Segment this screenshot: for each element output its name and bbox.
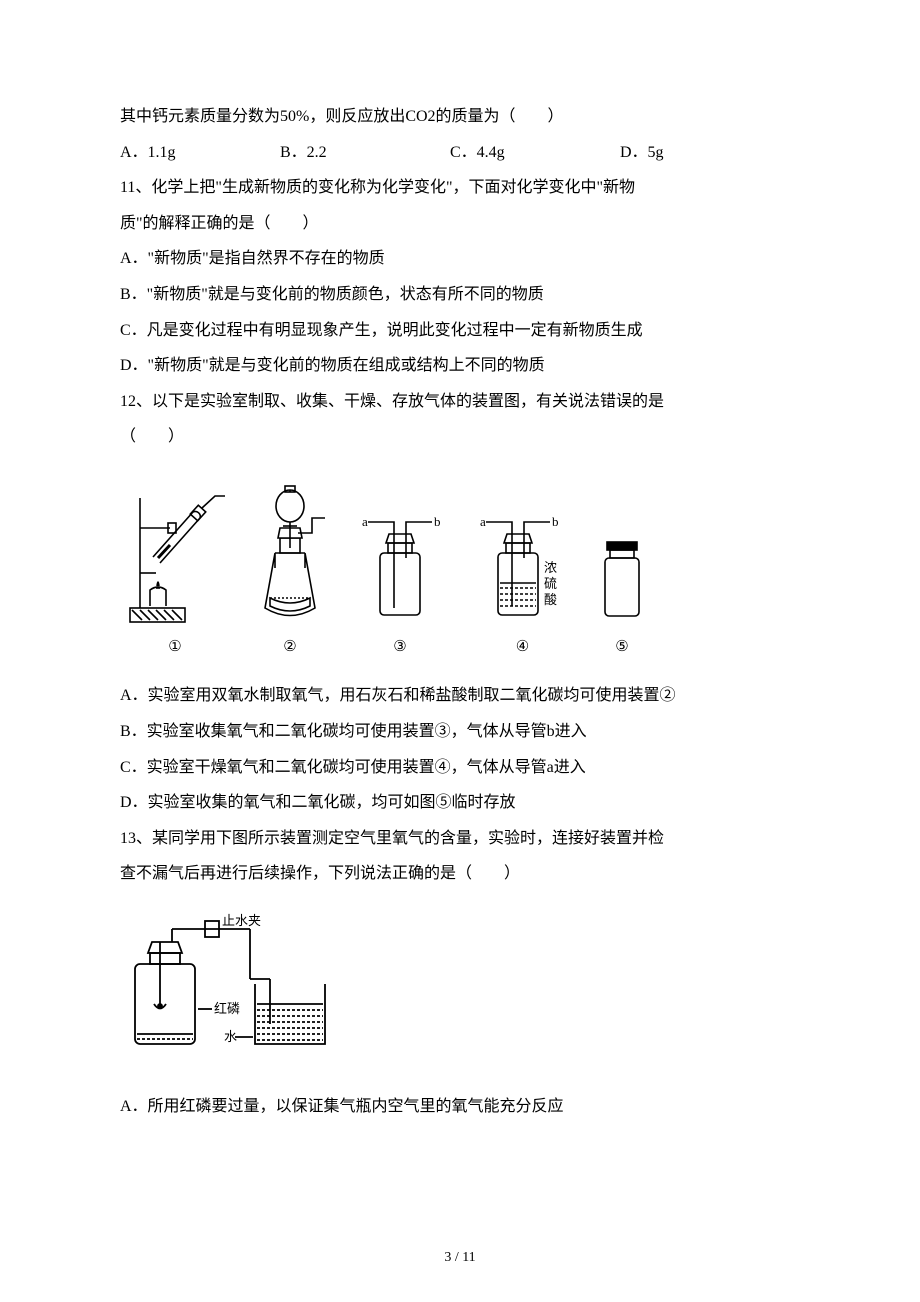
q11-stem-line2: 质"的解释正确的是（ ）	[120, 207, 800, 241]
q13-label-redp: 红磷	[214, 1001, 240, 1016]
q11-option-c: C．凡是变化过程中有明显现象产生，说明此变化过程中一定有新物质生成	[120, 314, 800, 348]
q12-option-d: D．实验室收集的氧气和二氧化碳，均可如图⑤临时存放	[120, 786, 800, 820]
q12-fig3-label-b: b	[434, 514, 441, 529]
q13-diagram: 止水夹 红磷 水	[120, 909, 800, 1072]
q12-option-a: A．实验室用双氧水制取氧气，用石灰石和稀盐酸制取二氧化碳均可使用装置②	[120, 679, 800, 713]
q11-option-b: B．"新物质"就是与变化前的物质颜色，状态有所不同的物质	[120, 278, 800, 312]
q11-stem-line1: 11、化学上把"生成新物质的变化称为化学变化"，下面对化学变化中"新物	[120, 171, 800, 205]
q12-stem-line2: （ ）	[120, 420, 800, 454]
q11-option-a: A．"新物质"是指自然界不存在的物质	[120, 242, 800, 276]
q13-label-clip: 止水夹	[222, 913, 261, 928]
q12-apparatus-1: ①	[120, 478, 230, 664]
page-number: 3 / 11	[0, 1243, 920, 1272]
q13-label-water: 水	[224, 1029, 237, 1044]
q12-fig4-nong: 浓	[544, 560, 557, 575]
q13-stem-line1: 13、某同学用下图所示装置测定空气里氧气的含量，实验时，连接好装置并检	[120, 822, 800, 856]
q12-apparatus-4: a b 浓 硫 酸 ④	[470, 508, 575, 664]
q10-option-b: B．2.2	[280, 136, 450, 170]
q12-diagram-row: ①	[120, 478, 800, 664]
q11-option-d: D．"新物质"就是与变化前的物质在组成或结构上不同的物质	[120, 349, 800, 383]
q12-fig4-label-a: a	[480, 514, 486, 529]
q12-option-c: C．实验室干燥氧气和二氧化碳均可使用装置④，气体从导管a进入	[120, 751, 800, 785]
q12-label-5: ⑤	[615, 632, 628, 664]
q12-apparatus-5: ⑤	[595, 528, 649, 664]
q12-fig4-label-b: b	[552, 514, 559, 529]
q12-fig4-suan: 酸	[544, 592, 557, 607]
q10-option-d: D．5g	[620, 136, 740, 170]
q12-label-4: ④	[516, 632, 529, 664]
q13-stem-line2: 查不漏气后再进行后续操作，下列说法正确的是（ ）	[120, 857, 800, 891]
q12-stem-line1: 12、以下是实验室制取、收集、干燥、存放气体的装置图，有关说法错误的是	[120, 385, 800, 419]
q10-option-c: C．4.4g	[450, 136, 620, 170]
q12-fig4-liu: 硫	[544, 576, 557, 591]
q10-stem-continuation: 其中钙元素质量分数为50%，则反应放出CO2的质量为（ ）	[120, 100, 800, 134]
q10-option-a: A．1.1g	[120, 136, 280, 170]
q12-fig3-label-a: a	[362, 514, 368, 529]
q12-label-2: ②	[283, 632, 296, 664]
q13-option-a: A．所用红磷要过量，以保证集气瓶内空气里的氧气能充分反应	[120, 1090, 800, 1124]
q12-label-1: ①	[168, 632, 181, 664]
q12-apparatus-2: ②	[250, 478, 330, 664]
q10-options: A．1.1g B．2.2 C．4.4g D．5g	[120, 136, 800, 170]
q12-label-3: ③	[393, 632, 406, 664]
q12-option-b: B．实验室收集氧气和二氧化碳均可使用装置③，气体从导管b进入	[120, 715, 800, 749]
q12-apparatus-3: a b ③	[350, 508, 450, 664]
